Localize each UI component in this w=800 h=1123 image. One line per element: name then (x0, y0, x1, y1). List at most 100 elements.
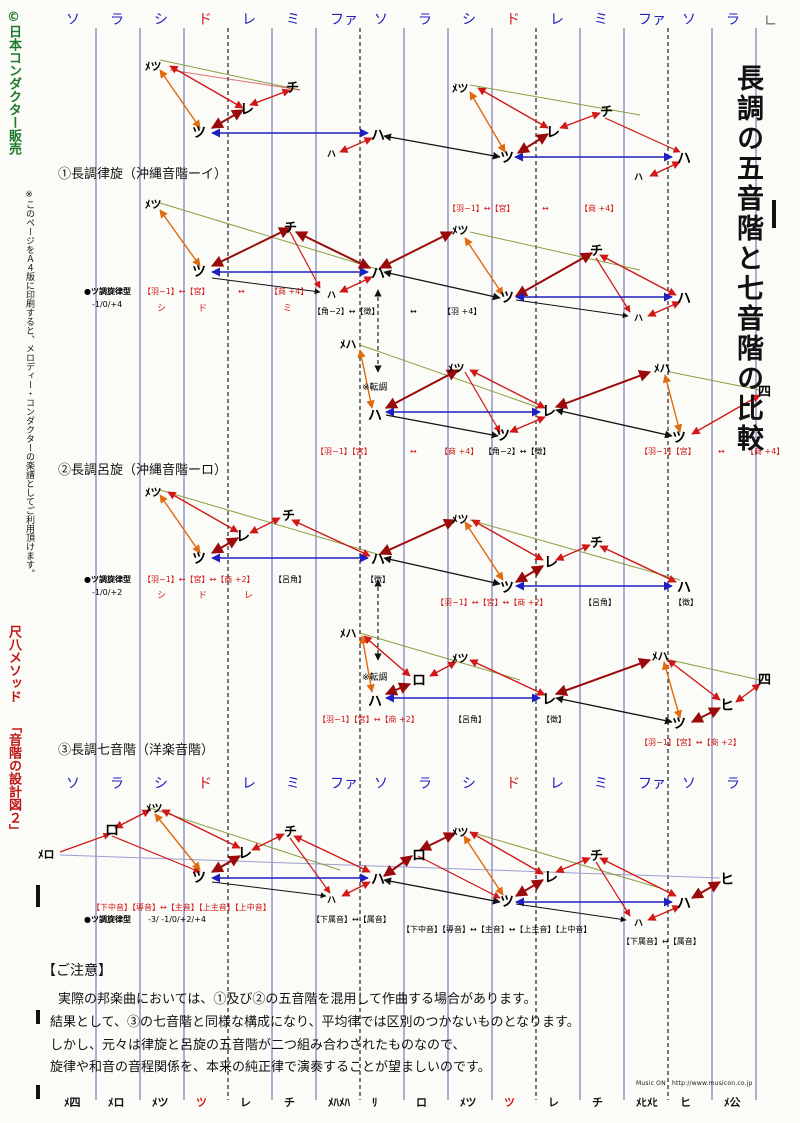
note-metsu: ﾒツ (145, 198, 162, 211)
note-ha-small: ハ (327, 291, 336, 301)
scale-degree-label: ミ (594, 776, 608, 792)
note-ha: ハ (371, 266, 385, 282)
scale-degree-label: ラ (726, 776, 740, 792)
fingering-label: ﾒﾊﾒﾊ (328, 1096, 350, 1109)
label-note: ミ (283, 304, 292, 314)
type-labels: ●ツ調旋律型 -1/0/+4 ●ツ調旋律型 -1/0/+2 ●ツ調旋律型 -3/… (84, 286, 206, 924)
scale-degree-label: レ (242, 776, 256, 792)
note-tsu: ツ (500, 150, 514, 166)
scale-degree-label: レ (242, 12, 256, 28)
note-ha: ハ (371, 872, 385, 888)
note-metsu: ﾒツ (452, 224, 469, 237)
section2-diagram: ﾒツ ツ レ チ ハ ﾒツ ツ レ チ ハ 【羽−1】↔【宮】↔【商 +2】 【… (143, 486, 771, 747)
note-re: レ (542, 404, 556, 420)
fingering-label: チ (284, 1096, 295, 1109)
note-re: レ (544, 555, 558, 571)
note-re: レ (236, 529, 250, 545)
note-tsu: ツ (192, 870, 206, 886)
note-meha: ﾒハ (340, 627, 357, 640)
print-notice: ※このページをＡ４版に印刷すると、メロディー・コンダクターの楽譜としてご利用頂け… (24, 190, 34, 578)
scale-degree-label: シ (154, 12, 168, 28)
fingering-label: ツ (504, 1096, 515, 1109)
label-interval: 【下中音】【導音】↔【主音】【上主音】【上中音】 (92, 902, 271, 912)
margin-mark (36, 885, 40, 907)
note-chi: チ (600, 105, 613, 120)
label-note: ド (198, 591, 207, 601)
scale-degree-label: ド (198, 12, 212, 28)
note-metsu: ﾒツ (452, 652, 469, 665)
label-note: シ (157, 591, 166, 601)
note-re: レ (542, 692, 556, 708)
label-interval: 【商 +4】 (440, 446, 478, 456)
fingering-label: チ (592, 1096, 603, 1109)
note-tsu: ツ (192, 125, 206, 141)
scale-degree-label: ラ (418, 12, 432, 28)
scale-degree-label: ド (506, 12, 520, 28)
note-meha: ﾒハ (654, 362, 671, 375)
fingering-label: ﾒ公 (724, 1096, 741, 1109)
label-interval: 【徴】 (542, 714, 566, 724)
scale-degree-label: ラ (418, 776, 432, 792)
scale-degree-label: ファ (638, 12, 666, 28)
note-chi: チ (590, 536, 603, 551)
note-mero: ﾒロ (38, 848, 55, 861)
label-interval: 【商 +4】 (270, 286, 308, 296)
notice-line: しかし、元々は律旋と呂旋の五音階が二つ組み合わされたものなので、 (50, 1038, 466, 1053)
scale-degree-label: ソ (374, 12, 388, 28)
scale-header-top: ソラシドレミファソラシドレミファソラ (66, 12, 740, 28)
type-value: -1/0/+4 (92, 300, 122, 309)
fingering-label: ツ (196, 1096, 207, 1109)
scale-header-mid: ソラシドレミファソラシドレミファソラ (66, 776, 740, 792)
note-ha: ハ (677, 896, 691, 912)
fingering-label: レ (240, 1096, 251, 1109)
scale-degree-label: ファ (330, 12, 358, 28)
margin-mark (772, 200, 776, 228)
type-label: ●ツ調旋律型 (84, 286, 131, 296)
note-ha: ハ (677, 151, 691, 167)
note-metsu: ﾒツ (146, 802, 163, 815)
note-chi: チ (284, 221, 297, 236)
label-arrow: ↔ (410, 307, 417, 316)
section3-diagram: ロ ﾒロ ﾒツ ツ レ チ ハ ハ ロ ﾒツ ツ レ チ ハ ハ ヒ 【下中音】… (38, 802, 734, 946)
note-metsu: ﾒツ (145, 60, 162, 73)
label-interval: 【呂角】 (454, 714, 486, 724)
fingering-row: ﾒ四 ﾒロ ﾒツ ツ レ チ ﾒﾊﾒﾊ ﾘ ロ ﾒツ ツ レ チ ﾒﾋﾒﾋ ヒ ﾒ公 (64, 1096, 741, 1109)
note-ro: ロ (105, 823, 119, 839)
label-interval: 【呂角】 (584, 597, 616, 607)
fingering-label: ﾒツ (152, 1096, 169, 1109)
margin-mark (36, 1085, 40, 1099)
scale-degree-label: ソ (66, 12, 80, 28)
note-ha: ハ (371, 552, 385, 568)
scale-degree-label: ソ (66, 776, 80, 792)
label-interval: 【羽−1】【宮】 (316, 446, 372, 456)
note-ha: ハ (677, 291, 691, 307)
label-note: レ (244, 591, 253, 601)
note-tsu: ツ (192, 551, 206, 567)
label-arrow: ↔ (238, 287, 245, 296)
note-tsu: ツ (192, 264, 206, 280)
corner-mark: ∟ (764, 11, 777, 30)
note-chi: チ (590, 849, 603, 864)
note-meha: ﾒハ (340, 338, 357, 351)
scale-degree-label: ラ (110, 12, 124, 28)
label-interval: 【角−2】↔【徴】 (484, 446, 551, 456)
note-re: レ (238, 846, 252, 862)
scale-degree-label: レ (550, 776, 564, 792)
fingering-label: ﾒ四 (64, 1096, 81, 1109)
label-interval: 【羽−1】【宮】↔【商 +2】 (640, 737, 741, 747)
tenchou-label: ※転調 (362, 381, 388, 393)
website-footer: Music ON http://www.musicon.co.jp (636, 1080, 753, 1087)
note-metsu: ﾒツ (452, 82, 469, 95)
type-label: ●ツ調旋律型 (84, 914, 131, 924)
notice-line: 結果として、③の七音階と同様な構成になり、平均律では区別のつかないものとなります… (50, 1015, 580, 1030)
fingering-label: ﾒツ (460, 1096, 477, 1109)
scale-degree-label: ソ (682, 12, 696, 28)
note-ha-small: ハ (634, 919, 643, 929)
note-ro: ロ (412, 673, 426, 689)
label-interval: 【下属音】↔【属音】 (622, 936, 701, 946)
scale-degree-label: ラ (110, 776, 124, 792)
label-arrow: ↔ (410, 447, 417, 456)
fingering-label: ﾘ (372, 1096, 378, 1109)
label-interval: 【羽−1】↔【宮】 (143, 286, 210, 296)
